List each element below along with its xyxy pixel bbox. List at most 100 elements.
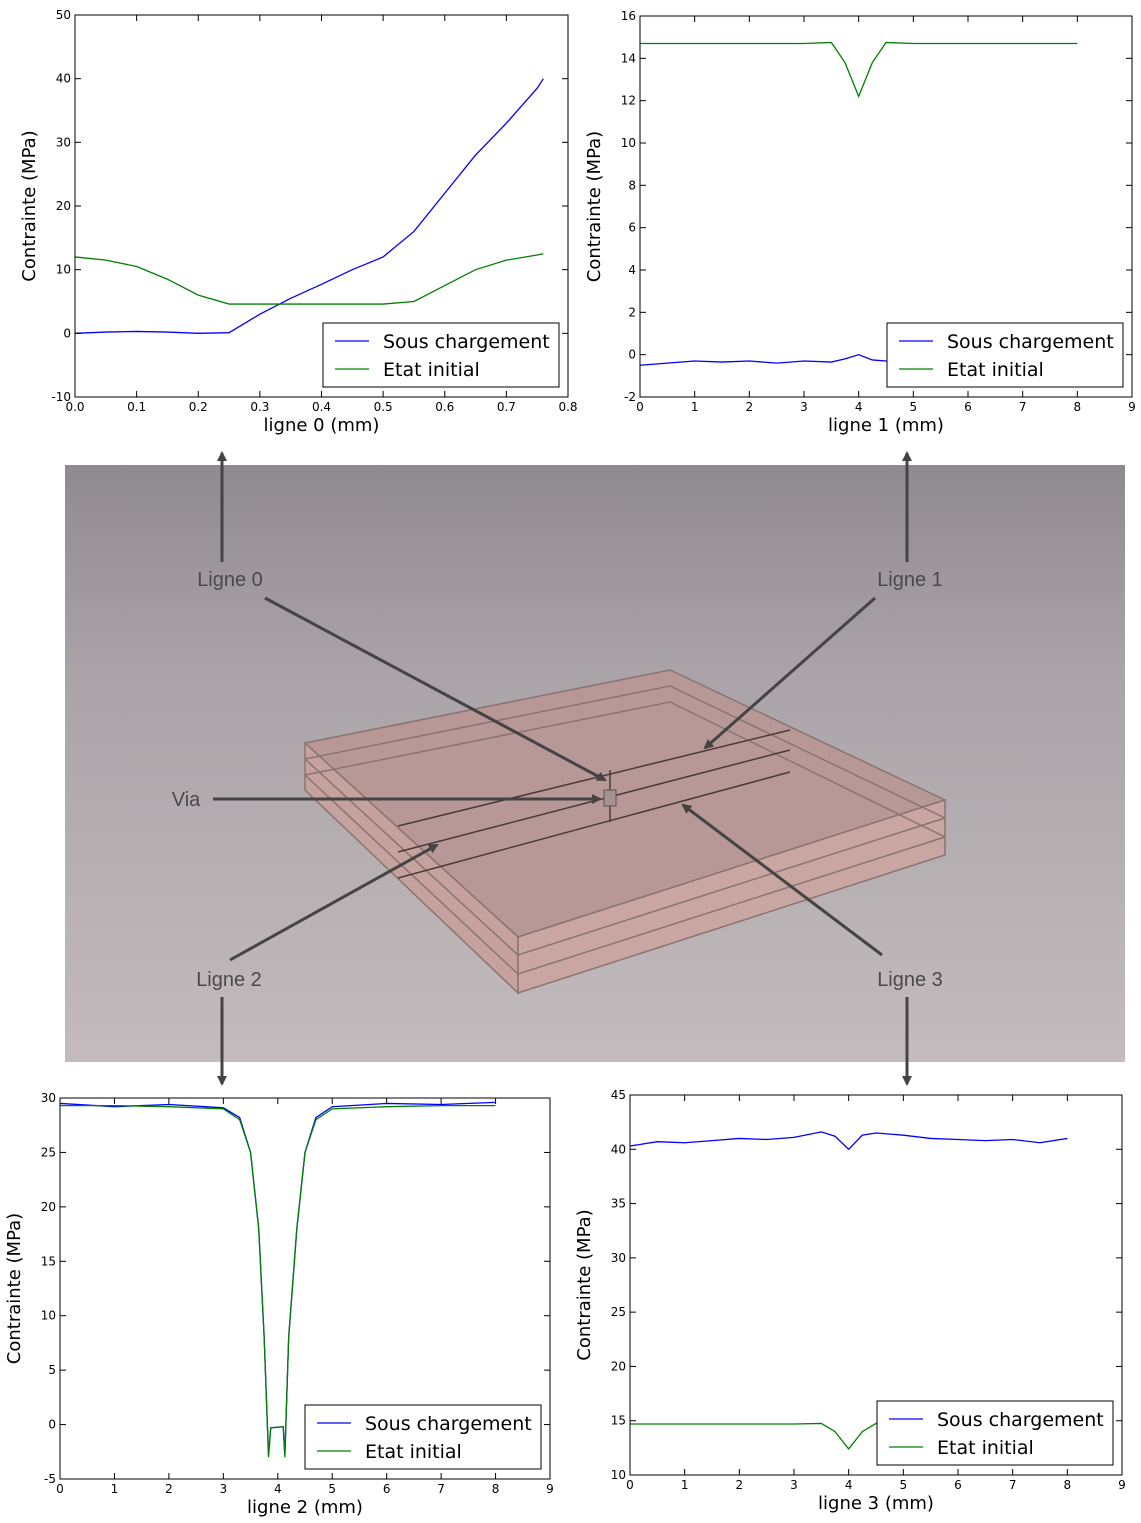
x-tick-label: 0.7 (497, 400, 516, 414)
x-tick-label: 7 (1019, 400, 1027, 414)
x-axis-label: ligne 1 (mm) (828, 415, 944, 436)
y-tick-label: 20 (611, 1359, 626, 1373)
x-tick-label: 0.2 (189, 400, 208, 414)
legend-label: Sous chargement (365, 1413, 532, 1435)
x-tick-label: 2 (746, 400, 754, 414)
y-axis-label: Contrainte (MPa) (574, 1209, 595, 1360)
x-tick-label: 3 (220, 1482, 228, 1496)
y-tick-label: -10 (51, 390, 71, 404)
plot-frame (629, 1094, 1123, 1476)
legend-box (304, 1404, 542, 1470)
legend-box (876, 1400, 1114, 1466)
x-tick-label: 0 (636, 400, 644, 414)
y-tick-label: 0 (628, 348, 636, 362)
legend-box (322, 322, 560, 388)
y-tick-label: 12 (621, 94, 636, 108)
x-tick-label: 0.4 (312, 400, 331, 414)
x-tick-label: 5 (910, 400, 918, 414)
x-tick-label: 5 (328, 1482, 336, 1496)
y-axis-label: Contrainte (MPa) (4, 1213, 25, 1364)
x-tick-label: 9 (1118, 1478, 1126, 1492)
x-tick-label: 8 (1074, 400, 1082, 414)
render-label: Ligne 0 (197, 569, 263, 591)
y-tick-label: 30 (611, 1251, 626, 1265)
chart: 0.0 0.1 0.2 0.3 0.4 0.5 0.6 0.7 0.8 -10 0 10 20 30 40 5… (19, 8, 578, 436)
x-tick-label: 5 (900, 1478, 908, 1492)
y-tick-label: 50 (56, 8, 71, 22)
x-tick-label: 0 (56, 1482, 64, 1496)
y-tick-label: 35 (611, 1197, 626, 1211)
y-tick-label: 25 (41, 1145, 56, 1159)
x-tick-label: 1 (681, 1478, 689, 1492)
y-tick-label: 25 (611, 1305, 626, 1319)
x-tick-label: 2 (736, 1478, 744, 1492)
legend: Sous chargement Etat initial (304, 1404, 542, 1470)
x-axis-label: ligne 3 (mm) (818, 1493, 934, 1514)
x-tick-label: 2 (165, 1482, 173, 1496)
y-tick-label: 5 (48, 1363, 56, 1377)
render-label: Via (172, 789, 201, 811)
series-line (630, 1131, 1068, 1151)
y-tick-label: 8 (628, 178, 636, 192)
y-tick-label: 30 (41, 1091, 56, 1105)
legend-label: Etat initial (937, 1437, 1034, 1459)
legend-box (886, 322, 1124, 388)
x-axis-label: ligne 2 (mm) (247, 1497, 363, 1518)
series-line (75, 78, 544, 334)
series-line (75, 253, 544, 305)
render-scene: Ligne 0 Ligne 1 Via Ligne 2 Ligne 3 (65, 451, 1125, 1086)
y-axis-label: Contrainte (MPa) (584, 131, 605, 282)
legend: Sous chargement Etat initial (876, 1400, 1114, 1466)
x-tick-label: 1 (111, 1482, 119, 1496)
y-tick-label: 15 (41, 1254, 56, 1268)
x-tick-label: 6 (964, 400, 972, 414)
plot-frame (639, 15, 1133, 398)
y-tick-label: 14 (621, 51, 636, 65)
x-tick-label: 4 (274, 1482, 282, 1496)
legend-label: Sous chargement (947, 331, 1114, 353)
x-tick-label: 4 (845, 1478, 853, 1492)
y-tick-label: -5 (44, 1472, 56, 1486)
series-line (640, 41, 1078, 99)
x-tick-label: 6 (954, 1478, 962, 1492)
x-tick-label: 7 (437, 1482, 445, 1496)
y-tick-label: 10 (41, 1309, 56, 1323)
y-tick-label: 30 (56, 135, 71, 149)
legend-label: Etat initial (365, 1441, 462, 1463)
y-tick-label: 0 (48, 1418, 56, 1432)
y-tick-label: 10 (611, 1468, 626, 1482)
y-tick-label: 0 (63, 326, 71, 340)
plot (75, 78, 544, 334)
x-axis-label: ligne 0 (mm) (264, 415, 380, 436)
x-tick-label: 0.1 (127, 400, 146, 414)
render-label: Ligne 2 (196, 969, 262, 991)
y-tick-label: 20 (56, 199, 71, 213)
series-line (60, 1104, 496, 1458)
x-tick-label: 9 (546, 1482, 554, 1496)
legend-label: Sous chargement (383, 331, 550, 353)
x-tick-label: 0.3 (250, 400, 269, 414)
legend-label: Etat initial (383, 359, 480, 381)
y-tick-label: 40 (56, 72, 71, 86)
x-tick-label: 3 (800, 400, 808, 414)
plot (60, 1101, 496, 1458)
x-tick-label: 1 (691, 400, 699, 414)
arrows (213, 451, 912, 1086)
x-tick-label: 0 (626, 1478, 634, 1492)
y-tick-label: 15 (611, 1414, 626, 1428)
y-tick-label: 6 (628, 221, 636, 235)
plot-frame (59, 1097, 551, 1480)
y-axis-label: Contrainte (MPa) (19, 130, 40, 281)
via (603, 789, 617, 807)
y-tick-label: 4 (628, 263, 636, 277)
legend-label: Sous chargement (937, 1409, 1104, 1431)
x-tick-label: 6 (383, 1482, 391, 1496)
x-tick-label: 8 (1064, 1478, 1072, 1492)
x-tick-label: 9 (1128, 400, 1136, 414)
x-tick-label: 4 (855, 400, 863, 414)
y-tick-label: -2 (624, 390, 636, 404)
